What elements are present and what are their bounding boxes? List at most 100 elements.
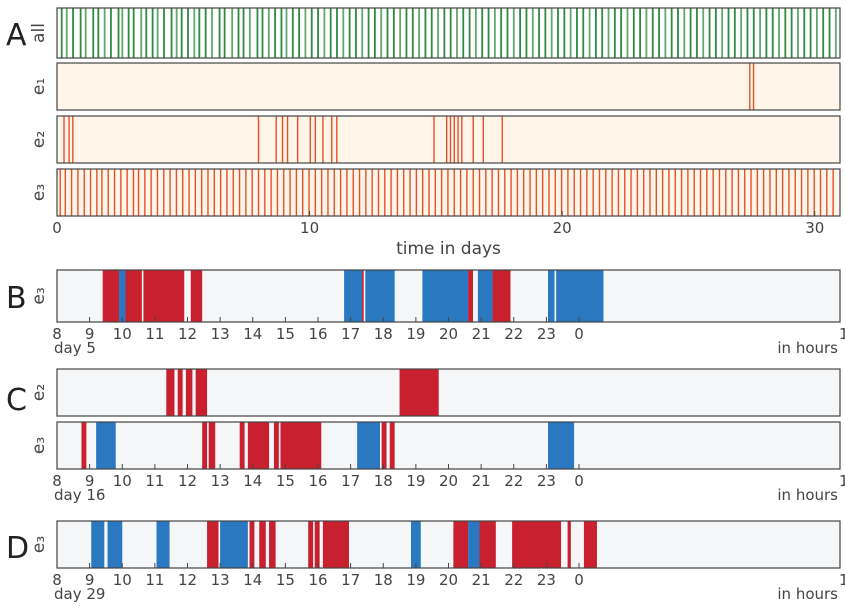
event-mark [276,169,279,216]
event-mark [421,169,424,216]
x-tick-label: 21 [472,472,491,490]
x-tick-label: 10 [113,325,132,343]
event-mark [329,8,332,58]
row-label: e₃ [29,536,49,553]
x-tick-label: 12 [178,472,197,490]
segment-mark-blue [556,270,604,322]
unit-label: in hours [777,339,838,357]
row-label: e₂ [29,384,49,401]
event-mark [285,8,288,58]
event-mark [462,8,465,58]
event-mark [437,8,439,58]
event-mark [261,8,264,58]
event-mark [317,8,319,58]
x-tick-label: 12 [178,571,197,589]
event-mark [180,8,183,58]
event-mark [65,8,68,58]
event-mark [156,8,159,58]
event-mark [582,8,585,58]
x-tick-label: 30 [805,219,824,237]
event-mark [63,116,65,163]
segment-mark-red [208,422,216,469]
row-frame [56,7,841,59]
event-mark [346,169,348,216]
event-mark [218,8,221,58]
event-mark [223,8,226,58]
event-mark [832,169,834,216]
event-mark [725,169,727,216]
event-mark [314,116,317,163]
event-mark [752,8,755,58]
segment-mark-red [399,369,439,416]
event-mark [693,169,695,216]
day-label: day 16 [54,486,105,504]
x-tick-label-edge: 1 [839,325,845,343]
event-mark [409,169,411,216]
event-mark [636,169,639,216]
event-mark [601,8,604,58]
event-mark [828,8,831,58]
row-label: e₁ [29,78,49,95]
x-tick-label-edge: 1 [839,571,845,589]
event-mark [588,8,591,58]
event-mark [373,8,376,58]
event-mark [308,169,310,216]
x-tick-label: 13 [211,472,230,490]
segment-mark-red [143,270,185,322]
event-mark [256,8,259,58]
segment-mark-blue [477,270,493,322]
x-tick-label: 15 [276,571,295,589]
row-label: e₂ [29,131,49,148]
x-tick-label: 20 [439,325,458,343]
x-tick-label: 20 [439,571,458,589]
event-mark [352,169,354,216]
event-mark [304,8,307,58]
event-mark [411,8,414,58]
x-tick-label: 21 [472,571,491,589]
segment-mark-red [308,521,314,568]
event-mark [175,8,178,58]
event-mark [548,169,550,216]
segment-mark-red [190,270,203,322]
row-background [57,116,840,163]
x-tick-label: 17 [341,571,360,589]
event-mark [264,169,266,216]
event-mark [113,169,116,216]
event-mark [336,116,338,163]
event-mark [592,169,594,216]
event-mark [200,169,203,216]
event-mark [443,8,446,58]
segment-mark-red [322,521,349,568]
event-mark [664,8,667,58]
segment-mark-red [273,422,279,469]
event-mark [323,8,326,58]
event-mark [749,63,751,110]
event-mark [457,116,459,163]
event-mark [481,8,484,58]
event-mark [83,169,85,216]
row-label: e₃ [29,184,49,201]
event-mark [291,8,294,58]
x-tick-label: 13 [211,325,230,343]
event-mark [516,169,519,216]
event-mark [126,169,128,216]
event-mark [668,169,670,216]
x-tick-label: 22 [504,325,523,343]
event-mark [525,8,528,58]
event-mark [286,116,289,163]
event-mark [493,8,496,58]
event-mark [377,169,380,216]
x-tick-label: 20 [439,472,458,490]
event-mark [213,169,215,216]
event-mark [92,8,95,58]
x-tick-label: 13 [211,571,230,589]
event-mark [390,169,392,216]
event-mark [89,169,92,216]
row-label: e₃ [29,287,49,304]
segment-mark-red [195,369,208,416]
event-mark [459,169,462,216]
event-mark [396,169,399,216]
panel-letter-a: A [6,18,27,53]
event-mark [658,8,660,58]
event-mark [567,169,569,216]
